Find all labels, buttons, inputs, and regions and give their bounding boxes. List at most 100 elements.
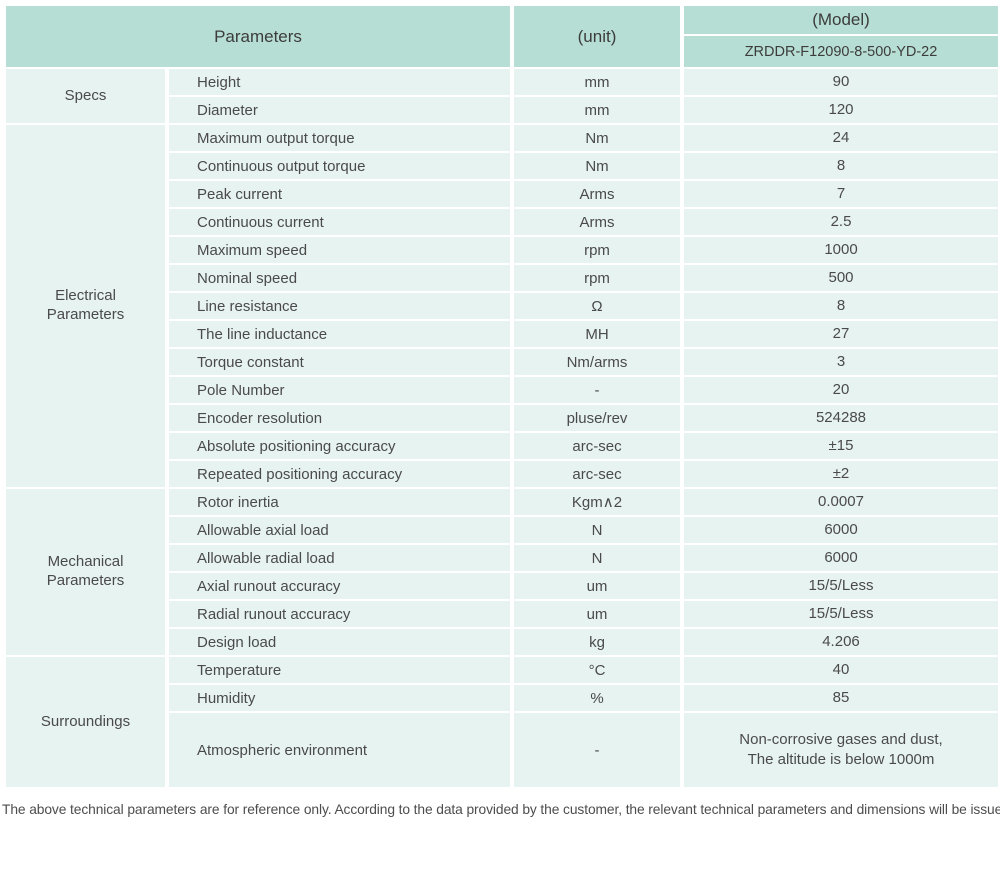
table-row: Peak current Arms 7	[4, 179, 1000, 209]
table-row: Allowable radial load N 6000	[4, 543, 1000, 573]
param-cell: Line resistance	[165, 291, 514, 321]
table-row: Diameter mm 120	[4, 95, 1000, 125]
table-row: Torque constant Nm/arms 3	[4, 347, 1000, 377]
param-cell: Design load	[165, 627, 514, 657]
category-cell-electrical: Electrical Parameters	[2, 123, 169, 489]
table-row: Radial runout accuracy um 15/5/Less	[4, 599, 1000, 629]
table-row: Specs Height mm 90	[2, 67, 1000, 125]
unit-cell: -	[510, 375, 684, 405]
param-cell: Atmospheric environment	[165, 711, 514, 789]
table-row: Atmospheric environment - Non-corrosive …	[4, 711, 1000, 789]
unit-cell: rpm	[510, 235, 684, 265]
table-row: Surroundings Temperature °C 40	[2, 655, 1000, 789]
param-cell: Torque constant	[165, 347, 514, 377]
unit-cell: Arms	[510, 179, 684, 209]
param-cell: Encoder resolution	[165, 403, 514, 433]
table-row: Maximum speed rpm 1000	[4, 235, 1000, 265]
value-cell: 4.206	[680, 627, 1000, 657]
table-row: Continuous current Arms 2.5	[4, 207, 1000, 237]
value-cell: 27	[680, 319, 1000, 349]
value-cell: 15/5/Less	[680, 571, 1000, 601]
unit-cell: mm	[510, 95, 684, 125]
header-model: (Model)	[680, 4, 1000, 36]
unit-cell: Kgm∧2	[510, 487, 684, 517]
param-cell: Maximum speed	[165, 235, 514, 265]
table-row: Design load kg 4.206	[4, 627, 1000, 657]
table-header: Parameters (unit) (Model) ZRDDR-F12090-8…	[2, 4, 1000, 69]
header-row: Parameters (unit) (Model)	[2, 4, 1000, 69]
value-cell: 8	[680, 151, 1000, 181]
param-cell: Maximum output torque	[165, 123, 514, 153]
table-row: Encoder resolution pluse/rev 524288	[4, 403, 1000, 433]
unit-cell: Nm/arms	[510, 347, 684, 377]
value-cell: 20	[680, 375, 1000, 405]
unit-cell: pluse/rev	[510, 403, 684, 433]
param-cell: Continuous current	[165, 207, 514, 237]
category-cell-specs: Specs	[2, 67, 169, 125]
value-cell: 40	[680, 655, 1000, 685]
param-cell: Rotor inertia	[165, 487, 514, 517]
table-row: Humidity % 85	[4, 683, 1000, 713]
value-cell: 0.0007	[680, 487, 1000, 517]
table-row: Line resistance Ω 8	[4, 291, 1000, 321]
value-cell: 1000	[680, 235, 1000, 265]
value-cell: 85	[680, 683, 1000, 713]
unit-cell: °C	[510, 655, 684, 685]
value-cell: Non-corrosive gases and dust, The altitu…	[680, 711, 1000, 789]
value-cell: ±15	[680, 431, 1000, 461]
value-cell: ±2	[680, 459, 1000, 489]
header-model-row: ZRDDR-F12090-8-500-YD-22	[4, 34, 1000, 69]
value-cell: 24	[680, 123, 1000, 153]
table-row: Allowable axial load N 6000	[4, 515, 1000, 545]
value-cell: 120	[680, 95, 1000, 125]
table-row: Axial runout accuracy um 15/5/Less	[4, 571, 1000, 601]
table-row: Electrical Parameters Maximum output tor…	[2, 123, 1000, 489]
value-cell: 3	[680, 347, 1000, 377]
table-body: Specs Height mm 90 Diameter mm 120 Elect…	[2, 67, 1000, 789]
unit-cell: arc-sec	[510, 431, 684, 461]
value-cell: 2.5	[680, 207, 1000, 237]
header-unit: (unit)	[510, 4, 684, 69]
value-cell: 15/5/Less	[680, 599, 1000, 629]
param-cell: Pole Number	[165, 375, 514, 405]
unit-cell: arc-sec	[510, 459, 684, 489]
value-cell: 90	[680, 67, 1000, 97]
table-row: Absolute positioning accuracy arc-sec ±1…	[4, 431, 1000, 461]
unit-cell: Nm	[510, 123, 684, 153]
param-cell: Diameter	[165, 95, 514, 125]
unit-cell: um	[510, 599, 684, 629]
table-row: Continuous output torque Nm 8	[4, 151, 1000, 181]
unit-cell: rpm	[510, 263, 684, 293]
param-cell: Peak current	[165, 179, 514, 209]
value-cell: 6000	[680, 543, 1000, 573]
param-cell: Continuous output torque	[165, 151, 514, 181]
unit-cell: -	[510, 711, 684, 789]
table-row: Repeated positioning accuracy arc-sec ±2	[4, 459, 1000, 489]
param-cell: The line inductance	[165, 319, 514, 349]
value-cell: 524288	[680, 403, 1000, 433]
value-cell: 7	[680, 179, 1000, 209]
header-model-value: ZRDDR-F12090-8-500-YD-22	[680, 34, 1000, 69]
table-row: The line inductance MH 27	[4, 319, 1000, 349]
param-cell: Nominal speed	[165, 263, 514, 293]
param-cell: Humidity	[165, 683, 514, 713]
header-parameters: Parameters	[2, 4, 514, 69]
value-cell: 6000	[680, 515, 1000, 545]
spec-table: Parameters (unit) (Model) ZRDDR-F12090-8…	[2, 4, 1000, 789]
unit-cell: Nm	[510, 151, 684, 181]
param-cell: Repeated positioning accuracy	[165, 459, 514, 489]
unit-cell: N	[510, 543, 684, 573]
param-cell: Allowable radial load	[165, 543, 514, 573]
unit-cell: N	[510, 515, 684, 545]
unit-cell: %	[510, 683, 684, 713]
footer-note: The above technical parameters are for r…	[2, 802, 1000, 817]
category-cell-surroundings: Surroundings	[2, 655, 169, 789]
unit-cell: mm	[510, 67, 684, 97]
param-cell: Allowable axial load	[165, 515, 514, 545]
unit-cell: kg	[510, 627, 684, 657]
table-row: Pole Number - 20	[4, 375, 1000, 405]
param-cell: Height	[165, 67, 514, 97]
unit-cell: Arms	[510, 207, 684, 237]
table-row: Mechanical Parameters Rotor inertia Kgm∧…	[2, 487, 1000, 657]
param-cell: Axial runout accuracy	[165, 571, 514, 601]
